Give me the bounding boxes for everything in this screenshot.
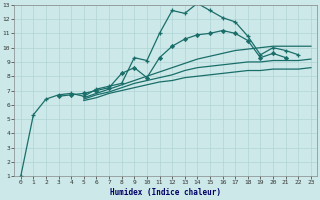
X-axis label: Humidex (Indice chaleur): Humidex (Indice chaleur) (110, 188, 221, 197)
